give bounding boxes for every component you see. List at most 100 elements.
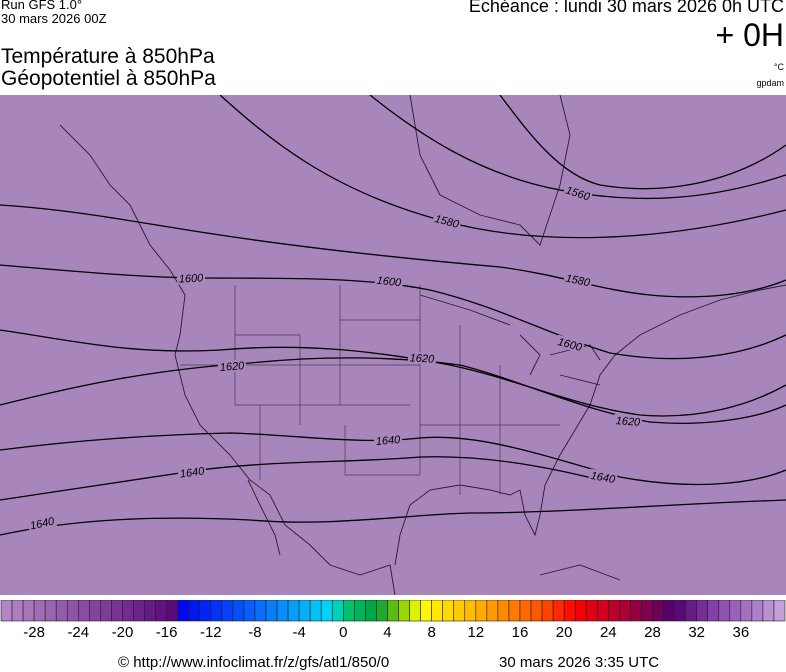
model-run-label: Run GFS 1.0° — [1, 0, 83, 12]
contour-label-bg — [554, 334, 586, 354]
contour-label-bg — [613, 414, 643, 428]
colorbar-tick-label: -12 — [199, 624, 222, 641]
colorbar-cell — [331, 600, 344, 622]
unit-geopotential: gpdam — [756, 78, 784, 88]
colorbar-cell — [155, 600, 167, 622]
contour-label: 1620 — [219, 360, 245, 374]
colorbar-cell — [77, 600, 90, 622]
contour-label-bg — [407, 351, 437, 365]
colorbar-cell — [221, 600, 234, 622]
colorbar-cell — [188, 600, 201, 622]
contour-1560 — [499, 95, 786, 190]
colorbar-cell — [22, 600, 35, 622]
colorbar-cell — [619, 600, 631, 622]
colorbar-cell — [0, 600, 13, 622]
contour-1620 — [0, 357, 786, 424]
contour-label-bg — [176, 271, 206, 285]
colorbar-cell — [298, 600, 311, 622]
lead-time: + 0H — [715, 17, 784, 53]
cuba — [539, 564, 621, 581]
colorbar-tick-label: 8 — [427, 624, 436, 641]
colorbar-cell — [320, 600, 333, 622]
contour-label: 1640 — [375, 434, 401, 448]
west-coast — [59, 124, 396, 595]
contour-label: 1640 — [179, 465, 206, 480]
gulf-coast — [394, 484, 541, 566]
colorbar-cell — [630, 600, 642, 622]
source-url[interactable]: © http://www.infoclimat.fr/z/gfs/atl1/85… — [118, 654, 390, 671]
colorbar-cell — [55, 600, 68, 622]
colorbar-cell — [44, 600, 57, 622]
colorbar-cell — [133, 600, 145, 622]
contour-label-bg — [563, 271, 593, 289]
contour-label: 1640 — [29, 515, 56, 532]
contour-label-bg — [373, 432, 403, 448]
colorbar-cell — [596, 600, 609, 622]
colorbar-cell — [343, 600, 355, 622]
colorbar-cell — [276, 600, 289, 622]
colorbar-tick-label: 16 — [511, 624, 529, 641]
colorbar-cell — [243, 600, 256, 622]
contour-label: 1620 — [615, 415, 641, 429]
map-background — [0, 95, 786, 595]
colorbar-tick-label: -28 — [23, 624, 45, 641]
colorbar-cell — [89, 600, 101, 622]
state-borders — [180, 285, 560, 495]
colorbar-cell — [707, 600, 720, 622]
colorbar-cell — [33, 600, 46, 622]
colorbar-cell — [409, 600, 421, 622]
colorbar-ticks: -28 -24 -20 -16 -12 -8 -4 0 4 8 12 16 20 24 28 32 36 — [0, 624, 786, 644]
colorbar-cell — [663, 600, 675, 622]
colorbar-cell — [475, 600, 488, 622]
contour-label-bg — [431, 211, 463, 231]
colorbar-cell — [265, 600, 278, 622]
colorbar-cell — [354, 600, 366, 622]
colorbar-cell — [376, 600, 388, 622]
colorbar-tick-label: -4 — [292, 624, 306, 641]
unit-temperature: °C — [773, 62, 784, 72]
colorbar-cell — [464, 600, 477, 622]
colorbar-cell — [541, 600, 554, 622]
contour-label: 1600 — [376, 275, 402, 290]
contour-label: 1600 — [179, 272, 205, 285]
contour-1640 — [0, 432, 786, 486]
coastlines — [59, 95, 786, 595]
colorbar-cell — [585, 600, 598, 622]
contour-label: 1640 — [590, 470, 617, 486]
colorbar-cell — [696, 600, 709, 622]
colorbar-tick-label: 4 — [383, 624, 392, 641]
map-title-geopotential: Géopotentiel à 850hPa — [1, 67, 216, 90]
temperature-colorbar — [0, 600, 786, 622]
colorbar-cell — [398, 600, 410, 622]
colorbar-cell — [210, 600, 223, 622]
contour-label-bg — [374, 273, 404, 289]
colorbar-cell — [100, 600, 112, 622]
map-title-temperature: Température à 850hPa — [1, 45, 215, 68]
contour-1580b — [0, 204, 786, 298]
contour-label-bg — [177, 464, 207, 480]
colorbar-cell — [718, 600, 731, 622]
colorbar-cell — [177, 600, 190, 622]
colorbar-cell — [122, 600, 134, 622]
colorbar-cell — [111, 600, 123, 622]
contour-1600 — [0, 264, 786, 360]
colorbar-tick-label: -20 — [111, 624, 134, 641]
colorbar-cell — [199, 600, 212, 622]
colorbar-cell — [453, 600, 466, 622]
colorbar-cell — [519, 600, 532, 622]
colorbar-cell — [11, 600, 24, 622]
colorbar-cell — [552, 600, 565, 622]
contour-1600b — [0, 329, 786, 417]
contour-label-bg — [562, 182, 594, 204]
colorbar-cell — [254, 600, 267, 622]
contour-label-bg — [27, 514, 57, 532]
colorbar-cell — [442, 600, 455, 622]
forecast-valid-time: Echéance : lundi 30 mars 2026 0h UTC — [468, 0, 784, 16]
colorbar-cell — [365, 600, 377, 622]
colorbar-cell — [652, 600, 664, 622]
colorbar-cell — [674, 600, 686, 622]
baja — [247, 479, 281, 556]
contour-1560b — [369, 95, 786, 200]
